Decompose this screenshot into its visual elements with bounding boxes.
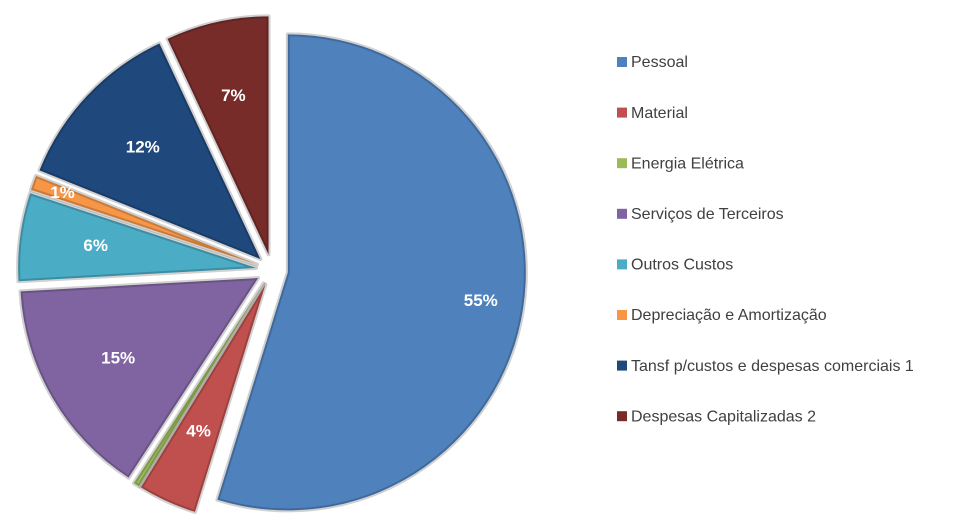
legend-label: Material bbox=[631, 105, 688, 122]
legend-swatch bbox=[617, 57, 627, 67]
legend-swatch bbox=[617, 360, 627, 371]
data-label: 1% bbox=[50, 183, 75, 202]
legend-label: Serviços de Terceiros bbox=[631, 206, 784, 223]
pie-slice bbox=[165, 14, 271, 257]
pie-slice bbox=[138, 282, 268, 514]
pie-slice bbox=[215, 32, 528, 513]
legend-swatch bbox=[617, 158, 627, 169]
pie-slice bbox=[16, 191, 259, 284]
legend-label: Outros Custos bbox=[631, 257, 733, 274]
legend-swatch bbox=[617, 107, 627, 118]
data-label: 6% bbox=[83, 236, 108, 255]
pie-slice bbox=[28, 173, 259, 267]
legend-swatch bbox=[617, 259, 627, 270]
legend-label: Depreciação e Amortização bbox=[631, 307, 827, 324]
pie-slice bbox=[131, 281, 266, 489]
data-label: 4% bbox=[186, 421, 211, 440]
legend-label: Tansf p/custos e despesas comerciais 1 bbox=[631, 358, 914, 375]
legend-label: Energia Elétrica bbox=[631, 155, 744, 172]
legend-swatch bbox=[617, 411, 627, 422]
legend-swatch bbox=[617, 310, 627, 320]
data-label: 12% bbox=[126, 137, 160, 156]
legend-label: Pessoal bbox=[631, 54, 688, 71]
pie-slice bbox=[18, 276, 261, 480]
data-label: 55% bbox=[464, 291, 498, 310]
pie-slice bbox=[37, 41, 263, 262]
legend-swatch bbox=[617, 208, 627, 219]
data-label: 15% bbox=[101, 349, 135, 368]
legend-label: Despesas Capitalizadas 2 bbox=[631, 408, 816, 425]
data-label: 7% bbox=[221, 86, 246, 105]
